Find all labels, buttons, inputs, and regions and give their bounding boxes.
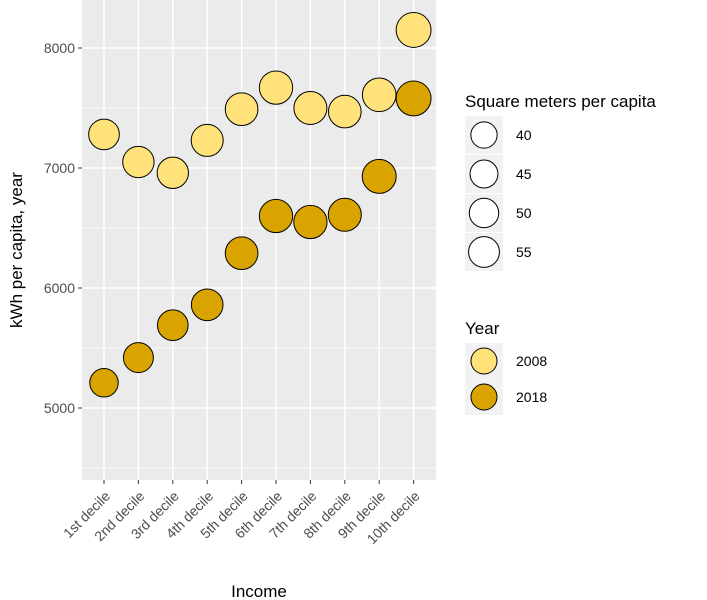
data-points bbox=[88, 12, 432, 398]
year-legend-circle bbox=[470, 347, 498, 375]
size-legend-circle bbox=[468, 236, 500, 268]
year-legend-label: 2018 bbox=[516, 389, 547, 405]
data-point-2018 bbox=[190, 288, 224, 322]
x-axis-title: Income bbox=[231, 582, 287, 600]
data-point-2018 bbox=[327, 197, 362, 232]
year-legend-label: 2008 bbox=[516, 353, 547, 369]
legend: Square meters per capita 40 45 50 55 Year 2… bbox=[465, 92, 656, 415]
data-point-2008 bbox=[122, 145, 155, 179]
year-legend-circle bbox=[470, 383, 498, 411]
size-legend-circle bbox=[470, 121, 498, 149]
data-point-2008 bbox=[156, 156, 189, 189]
y-tick-label: 7000 bbox=[44, 160, 75, 176]
y-tick-label: 8000 bbox=[44, 40, 75, 56]
data-point-2018 bbox=[89, 368, 119, 398]
legend-size-title: Square meters per capita bbox=[465, 92, 656, 111]
data-point-2008 bbox=[224, 92, 259, 127]
data-point-2008 bbox=[293, 91, 328, 125]
y-tick-label: 5000 bbox=[44, 400, 75, 416]
legend-year-title: Year bbox=[465, 319, 500, 338]
data-point-2008 bbox=[327, 94, 362, 129]
data-point-2018 bbox=[293, 204, 328, 240]
size-legend-label: 55 bbox=[516, 244, 532, 260]
data-point-2008 bbox=[258, 70, 294, 105]
data-point-2018 bbox=[156, 309, 189, 342]
data-point-2018 bbox=[395, 80, 432, 117]
data-point-2018 bbox=[258, 198, 294, 234]
y-axis-ticks: 5000 6000 7000 8000 bbox=[44, 40, 82, 416]
size-legend-label: 40 bbox=[516, 127, 532, 143]
data-point-2008 bbox=[395, 12, 432, 48]
size-legend-circle bbox=[469, 159, 499, 189]
data-point-2018 bbox=[361, 158, 397, 194]
size-legend-label: 50 bbox=[516, 205, 532, 221]
size-legend-label: 45 bbox=[516, 166, 532, 182]
data-point-2018 bbox=[224, 236, 259, 271]
data-point-2008 bbox=[361, 77, 397, 113]
year-legend-entries: 2008 2018 bbox=[465, 343, 547, 415]
size-legend-circle bbox=[468, 197, 500, 229]
y-axis-title: kWh per capita, year bbox=[7, 172, 26, 328]
size-legend-entries: 40 45 50 55 bbox=[465, 116, 532, 271]
data-point-2008 bbox=[190, 123, 224, 157]
data-point-2018 bbox=[122, 342, 154, 374]
y-tick-label: 6000 bbox=[44, 280, 75, 296]
data-point-2008 bbox=[88, 118, 120, 151]
